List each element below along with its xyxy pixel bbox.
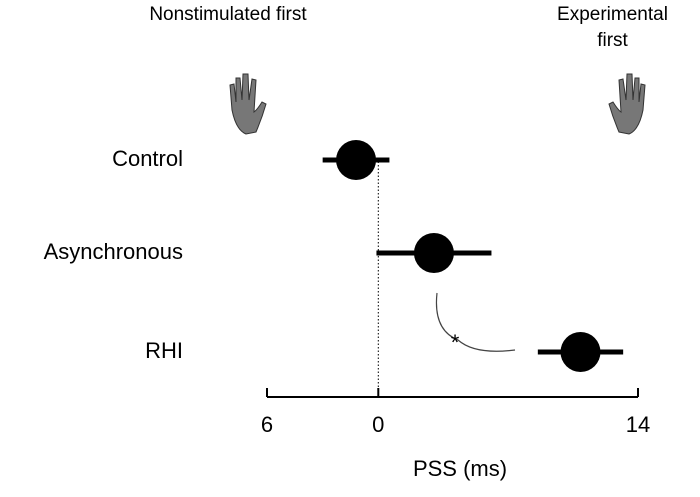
significance-curve <box>435 292 516 352</box>
x-tick-label: 6 <box>261 412 273 437</box>
dot <box>336 140 377 180</box>
header-right: Experimental first <box>557 4 668 51</box>
x-axis-title: PSS (ms) <box>413 456 507 481</box>
category-label: Control <box>112 146 183 171</box>
hand-right <box>608 73 646 135</box>
x-tick-label: 0 <box>372 412 384 437</box>
dot <box>560 332 601 372</box>
annotation: * <box>451 330 460 355</box>
dot <box>413 233 454 273</box>
hand-left <box>229 73 267 135</box>
x-tick-label: 14 <box>626 412 650 437</box>
header-left: Nonstimulated first <box>149 4 307 25</box>
category-label: Asynchronous <box>44 239 183 264</box>
category-label: RHI <box>145 338 183 363</box>
